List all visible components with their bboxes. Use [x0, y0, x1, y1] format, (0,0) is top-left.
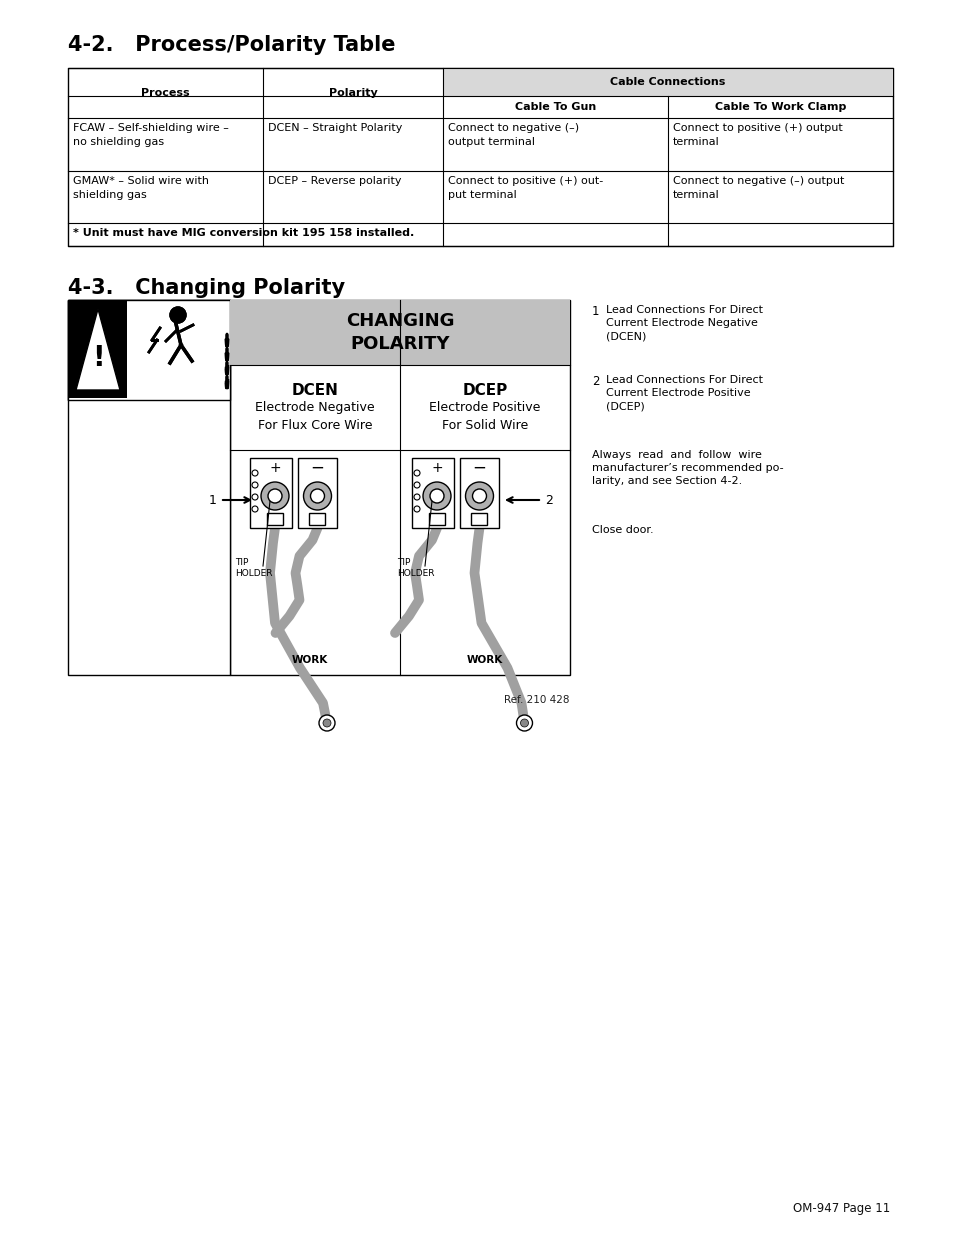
Text: GMAW* – Solid wire with
shielding gas: GMAW* – Solid wire with shielding gas [73, 177, 209, 200]
Text: 4-3.   Changing Polarity: 4-3. Changing Polarity [68, 278, 345, 298]
Text: Connect to positive (+) out-
put terminal: Connect to positive (+) out- put termina… [448, 177, 602, 200]
Text: Lead Connections For Direct
Current Electrode Positive
(DCEP): Lead Connections For Direct Current Elec… [605, 375, 762, 411]
Bar [68, 68, 892, 246]
Circle shape [170, 308, 186, 324]
Bar [412, 458, 454, 529]
Circle shape [472, 489, 486, 503]
Circle shape [318, 715, 335, 731]
Circle shape [520, 719, 528, 727]
Text: !: ! [91, 343, 104, 372]
Text: * Unit must have MIG conversion kit 195 158 installed.: * Unit must have MIG conversion kit 195 … [73, 228, 414, 238]
Circle shape [422, 482, 451, 510]
Text: 4-2.   Process/Polarity Table: 4-2. Process/Polarity Table [68, 35, 395, 56]
Circle shape [252, 494, 257, 500]
Text: +: + [269, 461, 280, 475]
Bar [69, 301, 127, 398]
Circle shape [252, 506, 257, 513]
Text: Polarity: Polarity [328, 88, 377, 98]
Circle shape [252, 471, 257, 475]
Text: Connect to negative (–)
output terminal: Connect to negative (–) output terminal [448, 124, 578, 147]
Text: WORK: WORK [466, 655, 502, 664]
Bar [471, 513, 487, 525]
Text: CHANGING
POLARITY: CHANGING POLARITY [345, 311, 454, 353]
Text: WORK: WORK [292, 655, 328, 664]
Bar [429, 513, 444, 525]
Text: Connect to positive (+) output
terminal: Connect to positive (+) output terminal [672, 124, 841, 147]
Text: !: ! [91, 343, 104, 372]
Polygon shape [76, 309, 120, 390]
Circle shape [414, 482, 419, 488]
Text: Electrode Positive
For Solid Wire: Electrode Positive For Solid Wire [429, 401, 540, 432]
Circle shape [170, 308, 186, 324]
Circle shape [414, 494, 419, 500]
Text: +: + [431, 461, 442, 475]
Text: Cable Connections: Cable Connections [610, 77, 725, 86]
Circle shape [268, 489, 282, 503]
Text: 1: 1 [592, 305, 598, 317]
Bar [69, 301, 127, 398]
Bar [442, 68, 892, 96]
Text: 1: 1 [209, 494, 216, 506]
Bar [297, 458, 336, 529]
Text: Connect to negative (–) output
terminal: Connect to negative (–) output terminal [672, 177, 843, 200]
Text: Always  read  and  follow  wire
manufacturer’s recommended po-
larity, and see S: Always read and follow wire manufacturer… [592, 450, 782, 487]
Text: Lead Connections For Direct
Current Electrode Negative
(DCEN): Lead Connections For Direct Current Elec… [605, 305, 762, 341]
Text: Ref. 210 428: Ref. 210 428 [504, 695, 569, 705]
Bar [68, 300, 230, 400]
Circle shape [310, 489, 324, 503]
Bar [250, 458, 292, 529]
Text: TIP
HOLDER: TIP HOLDER [234, 558, 273, 578]
Circle shape [303, 482, 331, 510]
Bar [309, 513, 325, 525]
Text: FCAW – Self-shielding wire –
no shielding gas: FCAW – Self-shielding wire – no shieldin… [73, 124, 229, 147]
Polygon shape [76, 309, 120, 390]
Text: 2: 2 [544, 494, 553, 506]
Text: −: − [472, 459, 486, 477]
Circle shape [261, 482, 289, 510]
Circle shape [252, 482, 257, 488]
Text: Close door.: Close door. [592, 525, 653, 535]
Text: 2: 2 [592, 375, 598, 388]
Bar [68, 300, 230, 400]
Circle shape [516, 715, 532, 731]
Text: OM-947 Page 11: OM-947 Page 11 [792, 1202, 889, 1215]
Bar [459, 458, 498, 529]
Text: DCEN – Straight Polarity: DCEN – Straight Polarity [268, 124, 402, 133]
Circle shape [323, 719, 331, 727]
Text: DCEP: DCEP [462, 383, 507, 398]
Bar [230, 300, 569, 676]
Text: TIP
HOLDER: TIP HOLDER [396, 558, 434, 578]
Bar [230, 300, 569, 366]
Bar [267, 513, 283, 525]
Text: DCEN: DCEN [292, 383, 338, 398]
Text: Cable To Work Clamp: Cable To Work Clamp [714, 103, 845, 112]
Circle shape [414, 471, 419, 475]
Circle shape [414, 506, 419, 513]
Circle shape [430, 489, 443, 503]
Text: DCEP – Reverse polarity: DCEP – Reverse polarity [268, 177, 401, 186]
Text: Cable To Gun: Cable To Gun [515, 103, 596, 112]
Text: Process: Process [141, 88, 190, 98]
Text: Electrode Negative
For Flux Core Wire: Electrode Negative For Flux Core Wire [254, 401, 375, 432]
Text: −: − [311, 459, 324, 477]
Circle shape [465, 482, 493, 510]
Bar [68, 300, 230, 676]
